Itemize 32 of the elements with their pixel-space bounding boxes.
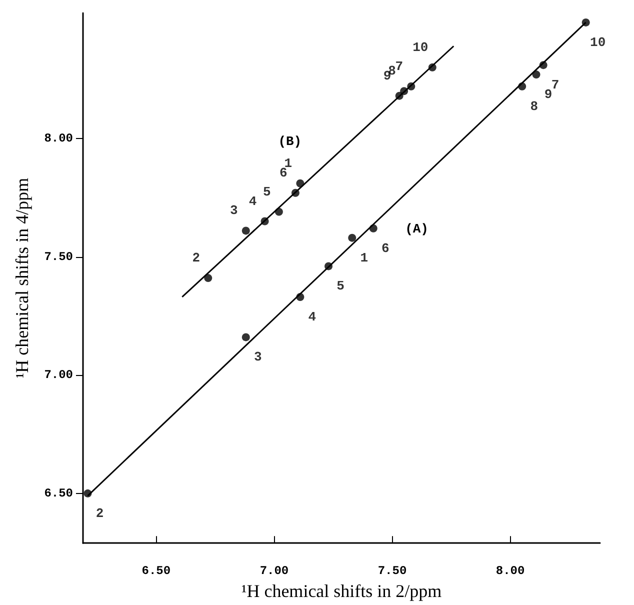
annotation: 10 <box>590 34 606 50</box>
annotation: 7 <box>551 78 560 93</box>
annotation: 5 <box>263 184 272 200</box>
annotation: 1 <box>360 250 368 266</box>
x-axis-title: ¹H chemical shifts in 2/ppm <box>241 581 442 601</box>
annotation: 10 <box>412 40 428 55</box>
x-tick-label: 7.50 <box>378 564 407 578</box>
annotation: 3 <box>230 203 238 218</box>
x-tick-label: 8.00 <box>496 564 525 578</box>
series-label: (A) <box>405 222 428 237</box>
y-axis-title: ¹H chemical shifts in 4/ppm <box>12 178 32 378</box>
y-tick-label: 8.00 <box>44 131 73 146</box>
text: (B) <box>278 134 302 150</box>
annotation: 3 <box>254 350 262 365</box>
annotation: 2 <box>96 506 104 521</box>
x-tick-label: 7.00 <box>260 564 289 578</box>
point <box>204 274 212 282</box>
y-tick-label: 6.50 <box>44 486 73 500</box>
annotation: 4 <box>308 309 316 324</box>
y-tick-label: 7.50 <box>44 250 73 264</box>
annotation: 8 <box>530 98 538 114</box>
annotation: 4 <box>248 194 257 209</box>
y-tick-label: 7.00 <box>44 368 73 382</box>
x-tick-label: 6.50 <box>142 564 171 578</box>
annotation: 6 <box>381 240 390 256</box>
point <box>348 234 356 242</box>
annotation: 9 <box>544 87 552 102</box>
point <box>242 333 250 342</box>
annotation: 7 <box>395 58 404 74</box>
point <box>242 226 250 235</box>
annotation: 5 <box>336 278 345 294</box>
annotation: 2 <box>192 250 200 266</box>
